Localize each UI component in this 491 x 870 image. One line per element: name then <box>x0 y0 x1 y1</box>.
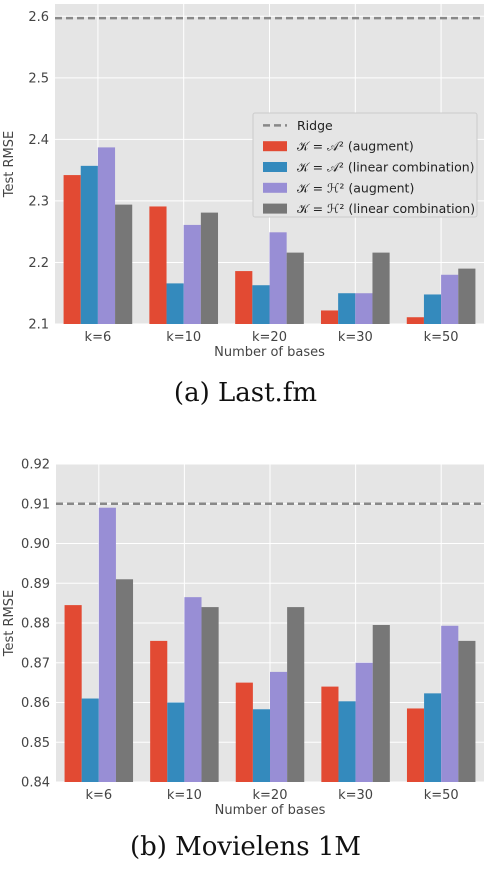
y-axis-label: Test RMSE <box>2 131 17 198</box>
x-tick-label: k=50 <box>424 788 459 803</box>
y-tick-label: 0.87 <box>21 656 50 671</box>
bar <box>235 271 253 324</box>
bar <box>150 640 168 782</box>
bar <box>424 693 442 782</box>
chart-movielens: 0.84 0.85 0.86 0.87 0.88 0.89 0.90 0.91 0.92 k=6 k… <box>2 458 484 818</box>
bar <box>458 268 476 324</box>
y-tick-label: 2.6 <box>28 10 49 25</box>
y-tick-label: 0.92 <box>21 458 50 473</box>
bar <box>423 294 442 324</box>
bar <box>338 701 356 782</box>
x-tick-label: k=20 <box>253 788 288 803</box>
bar <box>441 625 459 782</box>
y-tick-label: 0.86 <box>21 696 50 711</box>
y-tick-label: 0.88 <box>21 617 50 632</box>
y-tick-label: 0.85 <box>21 736 50 751</box>
bar <box>355 662 373 782</box>
bar <box>80 165 98 324</box>
bar <box>372 252 390 324</box>
bar <box>252 709 270 782</box>
bar <box>338 293 356 324</box>
legend-swatch <box>263 182 287 193</box>
legend-swatch <box>263 141 287 152</box>
y-tick-label: 2.3 <box>28 194 49 209</box>
caption-lastfm: (a) Last.fm <box>173 378 318 408</box>
bar <box>441 274 459 324</box>
y-tick-label: 2.1 <box>28 318 49 333</box>
bar <box>269 232 287 324</box>
bar <box>166 283 184 324</box>
legend-swatch <box>263 203 287 214</box>
bar <box>81 698 99 782</box>
caption-movielens: (b) Movielens 1M <box>129 832 362 862</box>
y-tick-label: 0.89 <box>21 577 50 592</box>
bar <box>149 206 167 324</box>
bar <box>167 702 185 782</box>
y-axis-label: Test RMSE <box>2 590 17 657</box>
bar <box>183 224 201 324</box>
bar <box>355 293 373 324</box>
x-tick-label: k=6 <box>85 788 112 803</box>
bar <box>115 579 134 782</box>
legend-label: 𝒦 = ℋ² (linear combination) <box>297 201 475 216</box>
legend-label: 𝒦 = 𝒜² (linear combination) <box>297 160 475 175</box>
x-tick-label: k=20 <box>252 330 287 345</box>
bar <box>64 605 82 782</box>
legend-label-ridge: Ridge <box>297 118 333 133</box>
bar <box>320 310 339 324</box>
bar <box>63 175 81 324</box>
bar <box>372 624 390 782</box>
bar <box>97 147 116 324</box>
bar <box>115 204 133 324</box>
x-axis-label: Number of bases <box>214 345 325 360</box>
legend-label: 𝒦 = ℋ² (augment) <box>297 180 414 195</box>
legend-label: 𝒦 = 𝒜² (augment) <box>297 139 414 154</box>
chart-lastfm: 2.1 2.2 2.3 2.4 2.5 2.6 k=6 k=10 k=20 k=30 k=50 Num… <box>2 4 484 360</box>
bar <box>321 686 339 782</box>
y-tick-label: 0.91 <box>21 497 50 512</box>
bar <box>287 607 305 782</box>
x-tick-label: k=10 <box>166 330 201 345</box>
bar <box>406 708 425 782</box>
x-axis-label: Number of bases <box>215 803 326 818</box>
x-tick-label: k=10 <box>167 788 202 803</box>
legend-swatch <box>263 162 287 172</box>
bar <box>458 640 476 782</box>
y-tick-label: 2.4 <box>28 133 49 148</box>
bar <box>200 212 219 324</box>
bar <box>184 597 202 782</box>
bar <box>286 252 304 324</box>
x-tick-label: k=30 <box>338 330 373 345</box>
x-tick-label: k=30 <box>338 788 373 803</box>
bar <box>235 682 253 782</box>
y-tick-label: 2.5 <box>28 71 49 86</box>
bar <box>252 285 270 324</box>
y-tick-label: 0.90 <box>21 537 50 552</box>
bar <box>201 607 219 782</box>
y-tick-label: 0.84 <box>21 776 50 791</box>
bar <box>98 507 116 782</box>
bar <box>406 317 424 324</box>
x-tick-label: k=50 <box>424 330 459 345</box>
x-tick-label: k=6 <box>85 330 112 345</box>
bar <box>270 671 288 782</box>
legend: Ridge 𝒦 = 𝒜² (augment) 𝒦 = 𝒜² (linear comb… <box>252 112 478 218</box>
y-tick-label: 2.2 <box>28 256 49 271</box>
